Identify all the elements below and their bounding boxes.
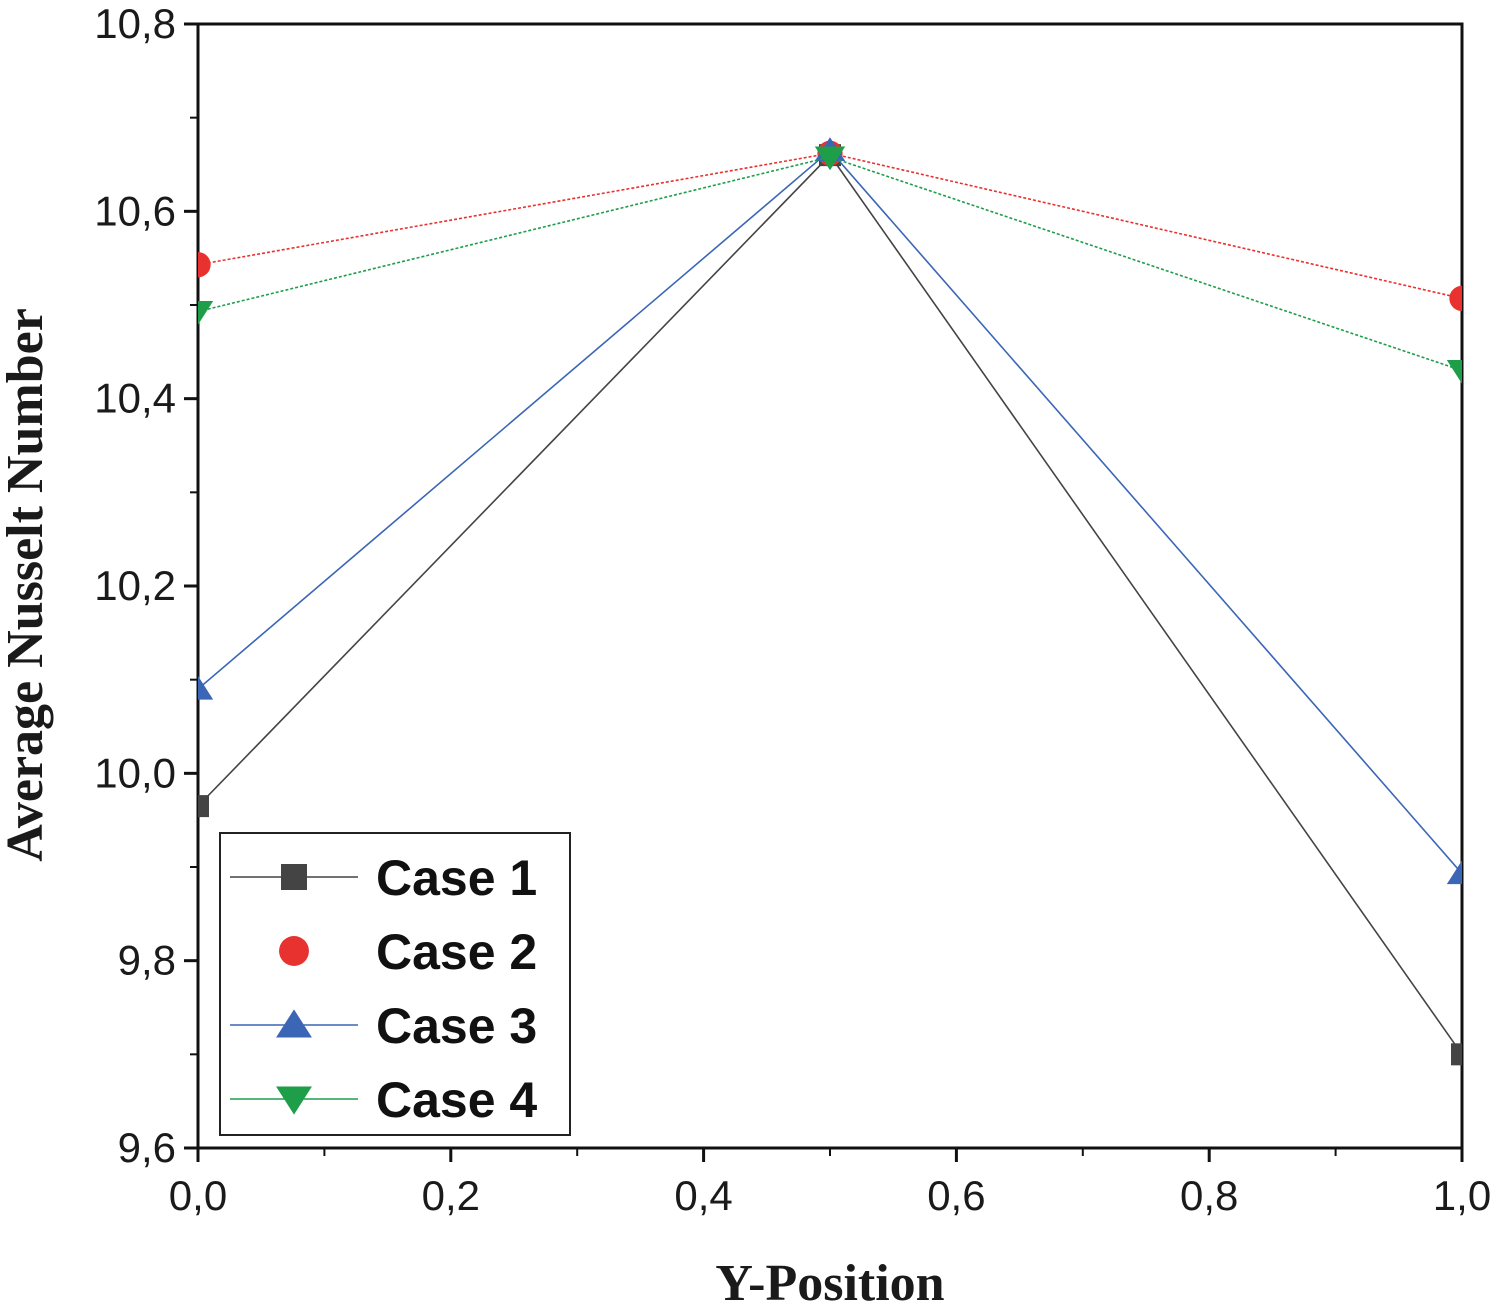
x-tick-label: 1,0 [1433,1172,1491,1219]
y-tick-label: 10,6 [94,187,176,234]
y-tick-label: 10,4 [94,375,176,422]
data-point [1446,860,1462,885]
legend-label: Case 4 [376,1072,537,1128]
data-point [198,252,211,278]
legend-label: Case 1 [376,850,537,906]
legend-label: Case 2 [376,924,537,980]
legend-marker [279,936,309,966]
y-tick-label: 10,8 [94,0,176,47]
x-axis-title: Y-Position [715,1255,944,1311]
legend: Case 1 Case 2 Case 3 Case 4 [219,832,571,1136]
series-line [198,149,1462,875]
series-layer [198,137,1462,1066]
x-tick-label: 0,6 [927,1172,985,1219]
legend-item-2: Case 2 [279,924,537,980]
series-4 [198,146,1462,384]
data-point [198,795,209,818]
series-line [198,152,1462,300]
data-point [1449,285,1462,312]
axes: 0,0 0,2 0,4 0,6 0,8 1,0 9,6 9,8 10,0 10,2 10,4 10,6… [94,0,1491,1219]
x-tick-label: 0,8 [1180,1172,1238,1219]
legend-marker [281,864,307,890]
legend-marker [276,1009,312,1038]
legend-item-1: Case 1 [230,850,537,906]
data-point [198,675,214,700]
data-point [1451,1043,1462,1066]
x-tick-label: 0,4 [674,1172,732,1219]
data-point [814,146,846,171]
legend-box [219,832,571,1136]
y-tick-label: 10,2 [94,562,176,609]
x-tick-label: 0,2 [422,1172,480,1219]
y-axis-title: Average Nusselt Number [0,308,54,862]
x-tick-label: 0,0 [169,1172,227,1219]
data-point [198,300,214,325]
series-line [198,156,1462,372]
legend-label: Case 3 [376,998,537,1054]
legend-item-3: Case 3 [230,998,537,1054]
legend-marker [276,1086,312,1115]
y-tick-label: 9,8 [118,937,176,984]
series-3 [198,137,1462,885]
y-tick-label: 9,6 [118,1124,176,1171]
data-point [1446,360,1462,384]
y-tick-label: 10,0 [94,749,176,796]
legend-item-4: Case 4 [230,1072,537,1128]
